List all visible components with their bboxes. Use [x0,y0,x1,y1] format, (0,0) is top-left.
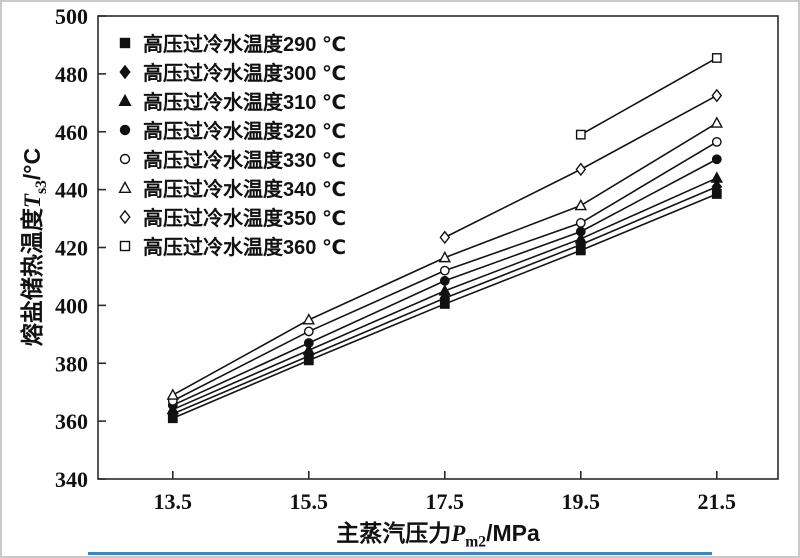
y-tick-label: 420 [55,236,88,261]
data-point [302,313,316,325]
x-axis-unit: /MPa [486,520,540,546]
data-point [439,275,450,286]
y-axis-unit: /°C [19,147,46,181]
data-point [575,162,587,177]
data-point [574,198,588,211]
legend-marker-diamond-filled-icon [119,64,131,79]
legend-label: 高压过冷水温度320 ℃ [143,121,347,143]
legend-marker-triangle-open-icon [118,180,132,193]
legend-marker-square-open-icon [119,240,131,251]
y-tick-label: 380 [55,351,88,376]
legend-label: 高压过冷水温度360 ℃ [143,237,347,259]
data-point [575,129,586,140]
x-tick-label: 21.5 [698,489,737,514]
x-axis-subscript: m2 [465,533,487,551]
x-tick-label: 19.5 [562,489,601,514]
y-axis-subscript: s3 [32,180,50,195]
x-tick-label: 17.5 [426,489,465,514]
legend-marker-circle-filled-icon [119,124,131,135]
legend-item: 高压过冷水温度290 ℃ [114,28,346,57]
data-point [303,338,314,348]
y-tick-label: 480 [55,62,88,87]
x-tick-label: 13.5 [154,489,193,514]
legend-item: 高压过冷水温度300 ℃ [114,57,346,86]
data-point [166,388,180,400]
legend-marker-triangle-filled-icon [118,93,132,106]
legend-label: 高压过冷水温度340 ℃ [143,179,347,201]
legend-item: 高压过冷水温度330 ℃ [114,144,346,173]
legend-label: 高压过冷水温度300 ℃ [143,63,347,85]
legend-item: 高压过冷水温度360 ℃ [114,231,346,260]
data-point [711,88,723,103]
legend-item: 高压过冷水温度320 ℃ [114,115,346,144]
y-tick-label: 340 [55,467,88,492]
y-axis-label: 熔盐储热温度Ts3/°C [13,148,51,346]
legend-item: 高压过冷水温度340 ℃ [114,173,346,202]
y-axis-variable: T [20,194,46,209]
legend: 高压过冷水温度290 ℃ 高压过冷水温度300 ℃ 高压过冷水温度310 ℃ 高压过冷… [114,28,346,260]
series-line-360 [580,57,718,136]
data-point [711,154,722,165]
x-tick-label: 15.5 [290,489,329,514]
y-tick-label: 360 [55,409,88,434]
x-axis-variable: P [451,521,466,546]
y-axis-label-text: 熔盐储热温度 [19,208,46,347]
data-point [302,343,316,355]
x-axis-label-text: 主蒸汽压力 [336,520,452,546]
data-point [711,53,722,63]
legend-marker-diamond-open-icon [119,209,131,224]
data-point [439,265,450,276]
data-point [710,116,724,128]
y-tick-label: 440 [55,178,88,203]
y-tick-label: 500 [55,4,88,29]
data-point [303,326,314,337]
data-point [575,218,586,228]
data-point [710,171,724,183]
legend-label: 高压过冷水温度310 ℃ [143,92,347,114]
data-point [438,250,452,263]
legend-marker-circle-open-icon [119,153,131,164]
data-point [439,230,451,245]
data-point [574,232,588,244]
x-axis-label: 主蒸汽压力Pm2/MPa [98,514,778,552]
legend-marker-square-filled-icon [119,37,131,48]
legend-label: 高压过冷水温度290 ℃ [143,34,347,56]
data-point [438,284,452,296]
legend-item: 高压过冷水温度350 ℃ [114,202,346,231]
data-point [711,136,722,147]
bottom-accent-line [88,552,712,555]
legend-item: 高压过冷水温度310 ℃ [114,86,346,115]
data-point [575,226,586,237]
y-tick-label: 400 [55,293,88,318]
legend-label: 高压过冷水温度350 ℃ [143,208,347,230]
y-tick-label: 460 [55,120,88,145]
data-point [711,179,723,194]
legend-label: 高压过冷水温度330 ℃ [143,150,347,172]
